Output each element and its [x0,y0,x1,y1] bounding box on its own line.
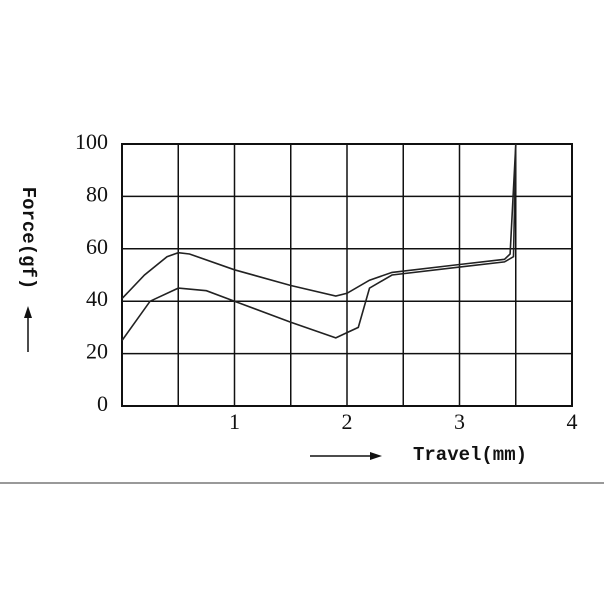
y-tick-label: 0 [97,391,108,416]
x-tick-label: 1 [229,409,240,434]
data-line [121,143,517,300]
x-tick-label: 2 [342,409,353,434]
y-tick-label: 100 [75,129,108,154]
y-axis-label: Force(gf) [17,187,39,290]
y-tick-label: 40 [86,286,108,311]
y-tick-label: 60 [86,234,108,259]
x-tick-label: 3 [454,409,465,434]
y-arrow-head [24,306,32,318]
y-tick-label: 20 [86,339,108,364]
x-arrow-head [370,452,382,460]
x-axis-label: Travel(mm) [413,444,527,466]
data-line [121,143,517,341]
y-tick-label: 80 [86,181,108,206]
x-tick-label: 4 [567,409,578,434]
